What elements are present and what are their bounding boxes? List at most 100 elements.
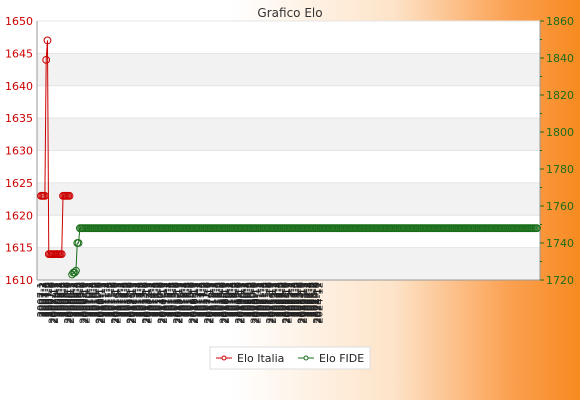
x-tick-label: 2017-7	[199, 282, 210, 317]
x-tick-label: 2015-11	[173, 282, 184, 324]
x-tick-label: 2013-11	[142, 282, 153, 324]
x-tick-label: 2011-11	[111, 282, 122, 324]
left-y-tick-label: 1630	[5, 145, 33, 158]
x-tick-label: 2009-7	[75, 282, 86, 317]
x-tick-label: 2022-7	[277, 282, 288, 317]
x-tick-label: 2015-12	[175, 282, 186, 324]
x-tick-label: 2011-12	[112, 282, 123, 324]
x-tick-label: 2012-9	[124, 282, 135, 317]
x-tick-label: 2022-12	[283, 282, 294, 324]
x-tick-label: 2024-12	[314, 282, 325, 324]
x-tick-label: 2007-9	[46, 282, 57, 317]
data-point	[40, 191, 49, 200]
x-tick-label: 2009-6	[74, 282, 85, 317]
x-tick-label: 2016-4	[180, 282, 191, 317]
x-tick-label: 2019-4	[226, 282, 237, 317]
x-tick-label: 2015-3	[163, 282, 174, 317]
x-tick-label: 2019-9	[233, 282, 244, 317]
x-tick-label: 2009-9	[77, 282, 88, 317]
x-tick-label: 2017-10	[203, 282, 214, 324]
x-tick-label: 2020-2	[239, 282, 250, 317]
x-tick-label: 2020-5	[243, 282, 254, 317]
x-tick-label: 2017-4	[195, 282, 206, 317]
x-tick-label: 2010-12	[97, 282, 108, 324]
x-tick-label: 2019-6	[229, 282, 240, 317]
grid-band	[37, 118, 540, 151]
x-tick-label: 2011-5	[103, 282, 114, 317]
x-tick-label: 2012-8	[123, 282, 134, 317]
data-point	[74, 239, 83, 247]
x-tick-label: 2023-4	[289, 282, 300, 317]
x-tick-label: 2023-6	[291, 282, 302, 317]
x-tick-label: 2021-12	[268, 282, 279, 324]
data-point	[70, 268, 79, 277]
x-tick-label: 2007-3	[39, 282, 50, 317]
x-tick-label: 2011-2	[99, 282, 110, 317]
legend-label-elo-italia: Elo Italia	[237, 352, 284, 365]
x-tick-label: 2022-6	[276, 282, 287, 317]
x-tick-label: 2009-3	[70, 282, 81, 317]
x-tick-label: 2012-2	[115, 282, 126, 317]
left-y-axis-ticks: 1610 1615 1620 1625 1630 1635 1640 1645 1650	[5, 15, 33, 287]
x-tick-label: 2016-11	[189, 282, 200, 324]
x-tick-label: 2019-3	[225, 282, 236, 317]
x-tick-label: 2013-3	[132, 282, 143, 317]
x-tick-label: 2008-6	[58, 282, 69, 317]
right-y-tick-label: 1800	[546, 126, 574, 139]
x-tick-label: 2007-8	[45, 282, 56, 317]
x-tick-label: 2021-7	[261, 282, 272, 317]
legend-label-elo-fide: Elo FIDE	[319, 352, 364, 365]
x-tick-label: 2010-5	[88, 282, 99, 317]
right-y-tick-label: 1860	[546, 15, 574, 28]
x-tick-label: 2020-3	[241, 282, 252, 317]
x-tick-label: 2019-1	[222, 282, 233, 317]
x-tick-label: 2019-11	[235, 282, 246, 324]
x-tick-label: 2016-10	[188, 282, 199, 324]
x-tick-label: 2023-9	[295, 282, 306, 317]
series-lines	[37, 36, 541, 279]
x-tick-label: 2017-12	[206, 282, 217, 324]
x-tick-label: 2018-10	[219, 282, 230, 324]
x-tick-label: 2021-1	[254, 282, 265, 317]
x-tick-label: 2011-6	[105, 282, 116, 317]
x-tick-label: 2013-5	[134, 282, 145, 317]
x-tick-label: 2008-1	[52, 282, 63, 317]
x-tick-label: 2008-11	[64, 282, 75, 324]
x-tick-label: 2011-10	[110, 282, 121, 324]
x-tick-label: 2011-7	[106, 282, 117, 317]
x-tick-label: 2013-6	[136, 282, 147, 317]
grid-band	[37, 85, 540, 119]
x-tick-label: 2024-1	[300, 282, 311, 317]
x-tick-label: 2023-5	[290, 282, 301, 317]
x-tick-label: 2024-2	[301, 282, 312, 317]
x-tick-label: 2008-3	[54, 282, 65, 317]
x-tick-label: 2017-9	[202, 282, 213, 317]
x-tick-label: 2022-3	[272, 282, 283, 317]
legend-marker-elo-italia	[221, 355, 227, 361]
x-tick-label: 2023-3	[287, 282, 298, 317]
left-y-tick-label: 1640	[5, 80, 33, 93]
left-y-tick-label: 1650	[5, 15, 33, 28]
x-tick-label: 2022-2	[270, 282, 281, 317]
x-tick-label: 2018-11	[220, 282, 231, 324]
x-tick-label: 2009-2	[68, 282, 79, 317]
left-y-tick-label: 1625	[5, 177, 33, 190]
x-tick-label: 2010-2	[84, 282, 95, 317]
x-tick-label: 2018-6	[213, 282, 224, 317]
left-y-tick-label: 1610	[5, 274, 33, 287]
x-tick-label: 2010-3	[85, 282, 96, 317]
x-tick-label: 2013-8	[138, 282, 149, 317]
x-tick-label: 2015-8	[169, 282, 180, 317]
x-tick-label: 2007-5	[41, 282, 52, 317]
x-tick-label: 2023-7	[292, 282, 303, 317]
x-tick-label: 2007-10	[48, 282, 59, 324]
x-tick-label: 2020-10	[250, 282, 261, 324]
x-tick-label: 2021-9	[264, 282, 275, 317]
grid-band	[37, 247, 540, 280]
x-tick-label: 2018-1	[207, 282, 218, 317]
x-tick-label: 2023-12	[299, 282, 310, 324]
x-tick-label: 2021-4	[257, 282, 268, 317]
x-tick-label: 2013-7	[137, 282, 148, 317]
x-tick-label: 2018-7	[215, 282, 226, 317]
x-tick-label: 2012-3	[116, 282, 127, 317]
